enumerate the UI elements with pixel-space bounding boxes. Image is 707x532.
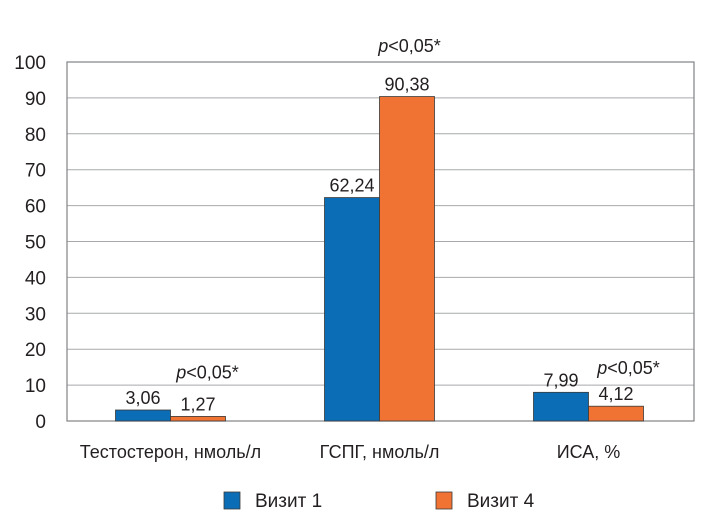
y-tick-label: 80	[25, 125, 46, 146]
legend-label: Визит 1	[255, 491, 322, 512]
data-label: 1,27	[180, 394, 215, 414]
x-tick-label: ИСА, %	[557, 442, 621, 462]
y-tick-label: 70	[25, 161, 46, 182]
significance-annotation: p<0,05*	[175, 362, 239, 382]
y-tick-label: 0	[35, 412, 46, 433]
significance-annotation: p<0,05*	[596, 358, 660, 378]
y-tick-label: 50	[25, 233, 46, 254]
data-label: 7,99	[543, 370, 578, 390]
bar-visit4	[170, 416, 226, 422]
data-label: 62,24	[329, 176, 374, 196]
bar-visit1	[115, 409, 171, 422]
y-tick-label: 40	[25, 268, 46, 289]
y-tick-label: 10	[25, 376, 46, 397]
bar-visit1	[324, 197, 380, 422]
bar-visit4	[379, 96, 435, 422]
data-label: 3,06	[125, 388, 160, 408]
y-tick-label: 90	[25, 89, 46, 110]
data-label: 4,12	[598, 384, 633, 404]
legend-swatch-visit1	[223, 491, 241, 510]
bar-visit1	[533, 391, 589, 422]
y-tick-label: 20	[25, 340, 46, 361]
y-tick-label: 30	[25, 304, 46, 325]
legend-swatch-visit4	[435, 491, 453, 510]
significance-annotation: p<0,05*	[377, 36, 441, 56]
data-label: 90,38	[384, 75, 429, 95]
x-tick-label: ГСПГ, нмоль/л	[320, 442, 440, 462]
bar-visit4	[588, 405, 644, 422]
y-tick-label: 60	[25, 197, 46, 218]
y-tick-label: 100	[14, 53, 46, 74]
legend-label: Визит 4	[467, 491, 535, 512]
x-tick-label: Тестостерон, нмоль/л	[80, 442, 261, 462]
